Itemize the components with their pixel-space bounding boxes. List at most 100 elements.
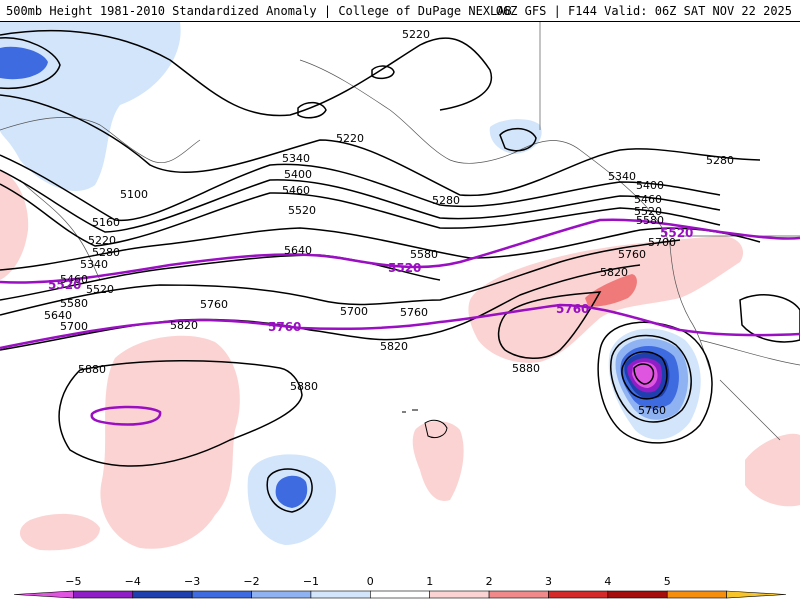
- coastline-alaska-west: [299, 59, 521, 164]
- colorbar-tick-label: −2: [243, 575, 259, 588]
- contour-5760-highlight: [0, 303, 800, 350]
- coastline-alaska-panhandle: [519, 140, 671, 246]
- label-5520-purple-mid: 5520: [388, 261, 421, 275]
- colorbar-tick-label: 1: [426, 575, 433, 588]
- label-5760-center: 5760: [400, 306, 428, 319]
- contour-5880-east: [497, 291, 602, 359]
- colorbar-segment: [191, 590, 252, 599]
- title-bar: 500mb Height 1981-2010 Standardized Anom…: [0, 0, 800, 22]
- label-5280-west: 5280: [92, 246, 120, 259]
- label-5460-east: 5460: [634, 193, 662, 206]
- label-5280-center: 5280: [432, 194, 460, 207]
- coastline-asia-south: [19, 179, 101, 281]
- pos-anomaly-southwest: [19, 513, 101, 551]
- label-5760-purple-west: 5760: [268, 320, 301, 334]
- hawaii-small-islands: [402, 409, 418, 413]
- contour-5520-highlight: [0, 218, 800, 284]
- colorbar-segment: [251, 590, 312, 599]
- contour-5460: [0, 183, 721, 247]
- contour-nw-loop: [0, 37, 61, 90]
- colorbar-tick-label: −5: [65, 575, 81, 588]
- map-title: 500mb Height 1981-2010 Standardized Anom…: [6, 4, 512, 18]
- label-5640-mid: 5640: [284, 244, 312, 257]
- colorbar-tick-label: −3: [184, 575, 200, 588]
- colorbar-segment: [13, 590, 74, 599]
- contour-5700: [0, 239, 681, 316]
- colorbar-segment: [548, 590, 609, 599]
- contour-small-low-2: [297, 101, 327, 119]
- contour-small-low-1: [371, 65, 395, 80]
- label-5100: 5100: [120, 188, 148, 201]
- label-5820-west: 5820: [170, 319, 198, 332]
- label-5220: 5220: [88, 234, 116, 247]
- label-5580-west: 5580: [60, 297, 88, 310]
- label-5340-west: 5340: [80, 258, 108, 271]
- negative-anomaly-shading: [0, 22, 701, 545]
- label-5760-east: 5760: [618, 248, 646, 261]
- colorbar-ticks: −5 −4 −3 −2 −1 0 1 2 3 4 5: [65, 575, 670, 588]
- colorbar-segment: [132, 590, 193, 599]
- label-5400-mid: 5400: [284, 168, 312, 181]
- contour-5280: [0, 94, 761, 197]
- contour-labels: 5220 5220 5100 5160 5220 5280 5340 5340 …: [44, 28, 734, 417]
- coastline-asia: [0, 117, 201, 164]
- contour-5340: [0, 154, 721, 222]
- colorbar-segment: [429, 590, 490, 599]
- contour-ne-loop: [739, 294, 800, 343]
- label-5760-purple-east: 5760: [556, 302, 589, 316]
- colorbar-segment: [488, 590, 549, 599]
- label-5520-mid: 5520: [288, 204, 316, 217]
- colorbar-tick-label: 3: [545, 575, 552, 588]
- model-run-info: 06Z GFS | F144 Valid: 06Z SAT NOV 22 202…: [495, 4, 792, 18]
- colorbar-tick-label: −1: [303, 575, 319, 588]
- anomaly-colorbar: −5 −4 −3 −2 −1 0 1 2 3 4 5: [13, 575, 787, 599]
- positive-anomaly-shading: [0, 170, 800, 551]
- highlight-labels: 5520 5520 5520 5760 5760: [48, 226, 693, 334]
- neg-anomaly-nw-core: [0, 46, 48, 80]
- colorbar-segment: [370, 590, 430, 599]
- border-us-mexico: [699, 339, 800, 366]
- contour-5400: [0, 169, 721, 233]
- highlight-contours: [0, 218, 800, 426]
- hawaii-big-island: [424, 419, 448, 439]
- contour-5220-ridge: [0, 29, 493, 117]
- contour-5940-highlight: [90, 405, 162, 426]
- label-5580-east: 5580: [636, 214, 664, 227]
- coastline-mexico: [719, 379, 781, 441]
- label-5820-east: 5820: [600, 266, 628, 279]
- colorbar-tick-label: 4: [604, 575, 611, 588]
- contour-low-mid: [610, 334, 692, 423]
- label-5280-east: 5280: [706, 154, 734, 167]
- neg-anomaly-alaska: [489, 119, 542, 154]
- label-5700-center: 5700: [340, 305, 368, 318]
- label-5520-purple-east: 5520: [660, 226, 693, 240]
- label-5520-east: 5520: [634, 205, 662, 218]
- label-5700-west: 5700: [60, 320, 88, 333]
- label-5520-west: 5520: [86, 283, 114, 296]
- label-5340-mid: 5340: [282, 152, 310, 165]
- colorbar-segments: [13, 590, 787, 599]
- label-5460-mid: 5460: [282, 184, 310, 197]
- label-5220-mid: 5220: [336, 132, 364, 145]
- contour-alaska-loop: [499, 127, 537, 152]
- anomaly-map: 5220 5220 5100 5160 5220 5280 5340 5340 …: [0, 22, 800, 551]
- colorbar-segment: [73, 590, 134, 599]
- label-5160: 5160: [92, 216, 120, 229]
- pos-anomaly-southeast: [745, 433, 800, 507]
- colorbar-segment: [726, 590, 787, 599]
- contour-5580: [0, 227, 761, 271]
- label-5460-west: 5460: [60, 273, 88, 286]
- contour-low-inner: [621, 351, 668, 400]
- label-5880-mid: 5880: [290, 380, 318, 393]
- label-5580-center: 5580: [410, 248, 438, 261]
- label-5520-purple-west: 5520: [48, 278, 81, 292]
- contour-5880-west: [58, 359, 303, 467]
- label-5700-east: 5700: [648, 236, 676, 249]
- label-5760-low: 5760: [638, 404, 666, 417]
- label-5880-west: 5880: [78, 363, 106, 376]
- label-5220-top: 5220: [402, 28, 430, 41]
- label-5640-west: 5640: [44, 309, 72, 322]
- contour-low-core: [633, 363, 655, 385]
- pos-anomaly-east-core: [585, 274, 637, 307]
